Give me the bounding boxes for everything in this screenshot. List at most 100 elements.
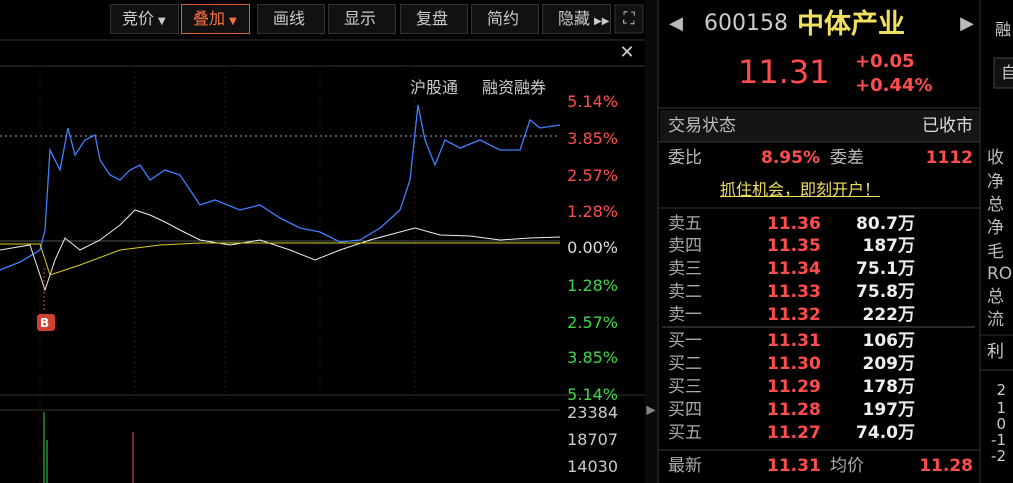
book-volume: 106万 — [862, 330, 916, 351]
book-label: 卖四 — [668, 235, 702, 256]
stock-code: 600158 — [704, 11, 788, 36]
book-label: 买二 — [668, 353, 702, 374]
book-price: 11.33 — [767, 281, 821, 302]
axis-label: 3.85% — [567, 348, 618, 367]
splitter[interactable] — [645, 0, 658, 483]
toolbar-button[interactable] — [328, 4, 396, 34]
toolbar-label: 复盘 — [416, 9, 449, 28]
side-button[interactable]: 自 — [1001, 63, 1013, 82]
stock-change-pct: +0.44% — [855, 75, 933, 96]
book-price: 11.28 — [767, 399, 821, 420]
toolbar-button[interactable] — [181, 4, 250, 34]
book-label: 卖五 — [668, 213, 702, 234]
side-item: 净 — [987, 217, 1004, 238]
side-item: 收 — [987, 147, 1004, 168]
book-volume: 187万 — [862, 235, 916, 256]
status-bg — [660, 110, 980, 142]
side-item: 毛 — [987, 241, 1004, 262]
book-volume: 74.0万 — [856, 422, 915, 443]
book-price: 11.35 — [767, 235, 821, 256]
status-value: 已收市 — [922, 115, 973, 136]
marker-label: B — [40, 316, 50, 330]
close-icon[interactable]: ✕ — [619, 42, 634, 63]
ratio-label: 委比 — [668, 147, 702, 168]
toolbar-label: 画线 — [273, 9, 306, 28]
next-arrow[interactable]: ▶ — [960, 13, 974, 34]
prev-arrow[interactable]: ◀ — [669, 13, 683, 34]
ratio-value: 8.95% — [761, 147, 820, 168]
fullscreen-icon: ⛶ — [623, 9, 635, 28]
fullscreen-button[interactable] — [614, 4, 644, 34]
toolbar-label: 显示 — [344, 9, 377, 28]
axis-label: 1.28% — [567, 276, 618, 295]
book-volume: 209万 — [862, 353, 916, 374]
toolbar-button[interactable] — [257, 4, 325, 34]
toolbar-button[interactable] — [542, 4, 611, 34]
book-label: 卖三 — [668, 258, 702, 279]
status-label: 交易状态 — [668, 115, 736, 136]
last-price: 11.31 — [767, 455, 821, 476]
book-price: 11.32 — [767, 304, 821, 325]
avg-line — [0, 242, 560, 276]
book-label: 买三 — [668, 376, 702, 397]
open-account-link[interactable]: 抓住机会，即刻开户！ — [720, 180, 881, 199]
chart-link[interactable]: 融资融券 — [482, 78, 547, 97]
toolbar-button[interactable] — [400, 4, 468, 34]
toolbar-button[interactable] — [110, 4, 179, 34]
last-label: 最新 — [668, 455, 702, 476]
ratio-diff-label: 委差 — [830, 147, 864, 168]
side-item: 流 — [987, 309, 1004, 330]
side-item: 净 — [987, 171, 1004, 192]
ratio-diff: 1112 — [925, 147, 973, 168]
axis-label: 5.14% — [567, 92, 618, 111]
book-volume: 75.1万 — [856, 258, 915, 279]
book-volume: 80.7万 — [856, 213, 915, 234]
side-label: 融 — [995, 20, 1012, 39]
axis-label: 2.57% — [567, 313, 618, 332]
volume-axis-label: 23384 — [567, 403, 618, 422]
book-price: 11.36 — [767, 213, 821, 234]
book-label: 卖二 — [668, 281, 702, 302]
side-button-box[interactable] — [993, 57, 1013, 89]
stock-name: 中体产业 — [797, 8, 905, 40]
side-axis-label: 2 — [996, 380, 1006, 399]
stock-price: 11.31 — [738, 53, 830, 91]
book-price: 11.27 — [767, 422, 821, 443]
toolbar-arrow: ▼ — [229, 16, 237, 27]
book-price: 11.30 — [767, 353, 821, 374]
book-volume: 197万 — [862, 399, 916, 420]
book-price: 11.34 — [767, 258, 821, 279]
avg-label: 均价 — [830, 455, 864, 476]
marker-box — [37, 314, 55, 331]
book-label: 买四 — [668, 399, 702, 420]
splitter-arrow: ▶ — [646, 403, 656, 417]
book-price: 11.29 — [767, 376, 821, 397]
stock-change: +0.05 — [855, 51, 915, 72]
toolbar-label: 竞价 ▼ — [122, 9, 166, 28]
toolbar-label: 隐藏 ▶▶ — [558, 9, 610, 28]
side-item: RO — [987, 263, 1013, 284]
book-volume: 178万 — [862, 376, 916, 397]
toolbar-arrow: ▼ — [158, 16, 166, 27]
side-tab[interactable]: 利 — [987, 341, 1004, 362]
side-axis-label: -2 — [991, 446, 1006, 465]
avg-price: 11.28 — [919, 455, 973, 476]
book-volume: 222万 — [862, 304, 916, 325]
book-label: 买一 — [668, 330, 702, 351]
toolbar-button[interactable] — [471, 4, 539, 34]
chart-link[interactable]: 沪股通 — [410, 78, 459, 97]
volume-axis-label: 18707 — [567, 430, 618, 449]
axis-label: 3.85% — [567, 129, 618, 148]
book-label: 买五 — [668, 422, 702, 443]
side-axis-label: -1 — [991, 430, 1006, 449]
book-price: 11.31 — [767, 330, 821, 351]
toolbar-label: 简约 — [487, 9, 520, 28]
axis-label: 1.28% — [567, 202, 618, 221]
white-line — [0, 209, 561, 292]
volume-axis-label: 14030 — [567, 457, 618, 476]
axis-label: 5.14% — [567, 385, 618, 404]
side-item: 总 — [987, 194, 1004, 215]
axis-label: 2.57% — [567, 166, 618, 185]
